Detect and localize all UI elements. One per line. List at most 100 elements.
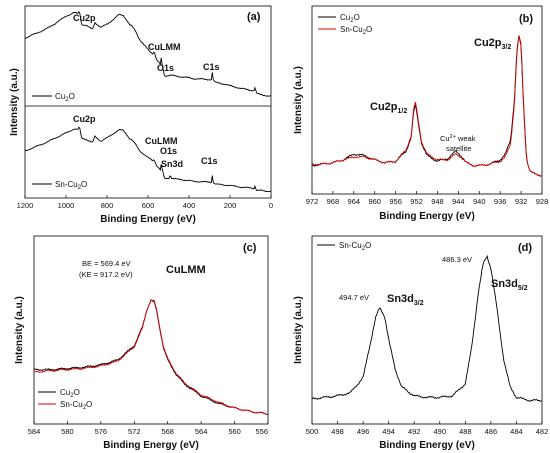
panel-a-tag: (a) bbox=[247, 11, 261, 23]
panel-c-x-ticks: 584 580 576 572 568 564 560 556 bbox=[28, 421, 269, 436]
panel-a-series-sn-cu2o-line bbox=[24, 126, 272, 193]
panel-a-ann-cu2p-2: Cu2p bbox=[73, 114, 96, 124]
panel-d-xtick-label: 482 bbox=[536, 427, 549, 436]
panel-b-series-sn-cu2o-line bbox=[311, 35, 543, 177]
panel-a-ann-cu2p-1: Cu2p bbox=[73, 13, 96, 23]
panel-d-xtick-label: 486 bbox=[485, 427, 498, 436]
panel-d-xtick-label: 494 bbox=[382, 427, 395, 436]
panel-b-ann-cu2p32: Cu2p3/2 bbox=[474, 37, 511, 51]
panel-b-xtick-label: 940 bbox=[473, 197, 486, 206]
panel-c-xlabel: Binding Energy (eV) bbox=[103, 440, 199, 451]
panel-d-ann-sn3d32: Sn3d3/2 bbox=[387, 293, 424, 307]
panel-c-xtick-label: 584 bbox=[28, 427, 41, 436]
panel-b-series-cu2o-line bbox=[311, 35, 543, 177]
panel-d-xtick-label: 498 bbox=[331, 427, 344, 436]
panel-d-xtick-label: 500 bbox=[306, 427, 319, 436]
panel-c-ylabel: Intensity (a.u.) bbox=[14, 296, 25, 364]
panel-b-ylabel: Intensity (a.u.) bbox=[293, 66, 304, 134]
panel-d-ylabel: Intensity (a.u.) bbox=[293, 296, 304, 364]
panel-b-legend-sncu2o-label: Sn-Cu2O bbox=[340, 25, 372, 36]
panel-d-xtick-label: 490 bbox=[434, 427, 447, 436]
panel-d-series-sn-cu2o-line bbox=[311, 254, 543, 402]
panel-b-xtick-label: 952 bbox=[410, 197, 423, 206]
panel-d-ann-494: 494.7 eV bbox=[339, 293, 369, 302]
panel-d-legend: Sn-Cu2O bbox=[317, 241, 371, 252]
panel-c-legend-cu2o-label: Cu2O bbox=[60, 388, 80, 399]
panel-d-ann-sn3d52: Sn3d5/2 bbox=[491, 278, 528, 292]
panel-b-xtick-label: 944 bbox=[452, 197, 465, 206]
panel-a-ann-o1s-1: O1s bbox=[157, 63, 174, 73]
panel-a-ann-c1s-1: C1s bbox=[203, 62, 220, 72]
panel-d-x-ticks: 500 498 496 494 492 490 488 486 484 482 bbox=[306, 421, 549, 436]
panel-d: 500 498 496 494 492 490 488 486 484 482 (d) Sn-Cu… bbox=[293, 235, 549, 451]
panel-c-ann-culmm: CuLMM bbox=[166, 264, 206, 276]
panel-b-xtick-label: 964 bbox=[348, 197, 361, 206]
panel-c-frame bbox=[33, 235, 269, 425]
panel-a-legend-top: Cu2O bbox=[32, 92, 75, 103]
panel-c: 584 580 576 572 568 564 560 556 (c) BE = 569.4 … bbox=[14, 235, 269, 451]
panel-a-ann-culmm-2: CuLMM bbox=[145, 136, 178, 146]
panel-c-xtick-label: 556 bbox=[255, 427, 268, 436]
panel-a-ann-c1s-2: C1s bbox=[201, 156, 218, 166]
panel-d-ann-486: 486.3 eV bbox=[442, 255, 472, 264]
panel-b: 972 968 964 960 956 952 948 944 940 936 932 928 (b)… bbox=[293, 5, 549, 222]
panel-d-tag: (d) bbox=[518, 242, 532, 254]
panel-a-xtick-label: 1000 bbox=[58, 201, 75, 210]
panel-a-xtick-label: 0 bbox=[269, 201, 273, 210]
panel-a-xtick-label: 600 bbox=[142, 201, 155, 210]
panel-b-xlabel: Binding Energy (eV) bbox=[379, 211, 475, 222]
panel-a-legend-bottom-label: Sn-Cu2O bbox=[55, 180, 87, 191]
panel-d-legend-label: Sn-Cu2O bbox=[339, 241, 371, 252]
panel-d-xlabel: Binding Energy (eV) bbox=[379, 440, 475, 451]
panel-c-xtick-label: 560 bbox=[228, 427, 241, 436]
panel-b-xtick-label: 972 bbox=[306, 197, 319, 206]
panel-b-x-ticks: 972 968 964 960 956 952 948 944 940 936 932 928 bbox=[306, 191, 549, 206]
panel-c-series-cu2o-line bbox=[33, 299, 268, 415]
panel-c-xtick-label: 572 bbox=[128, 427, 141, 436]
panel-b-xtick-label: 960 bbox=[368, 197, 381, 206]
panel-d-frame bbox=[311, 235, 543, 425]
panel-d-xtick-label: 492 bbox=[408, 427, 421, 436]
panel-a-ann-culmm-1: CuLMM bbox=[148, 42, 181, 52]
panel-c-legend-sncu2o-label: Sn-Cu2O bbox=[60, 400, 92, 411]
panel-a-ann-o1s-2: O1s bbox=[160, 146, 177, 156]
panel-a-series-cu2o-line bbox=[24, 10, 272, 97]
panel-c-tag: (c) bbox=[243, 242, 257, 254]
panel-b-xtick-label: 928 bbox=[536, 197, 549, 206]
panel-b-tag: (b) bbox=[519, 13, 533, 25]
panel-c-xtick-label: 576 bbox=[95, 427, 108, 436]
panel-d-xtick-label: 496 bbox=[357, 427, 370, 436]
panel-a: 1200 1000 800 600 400 200 0 (a) Cu2p CuLMM O1s… bbox=[9, 5, 273, 225]
panel-a-xtick-label: 200 bbox=[224, 201, 237, 210]
panel-d-xtick-label: 484 bbox=[510, 427, 523, 436]
panel-b-ann-cu2p12: Cu2p1/2 bbox=[370, 101, 407, 115]
panel-c-series-sn-cu2o-line bbox=[33, 299, 268, 415]
panel-b-frame bbox=[311, 5, 543, 195]
panel-b-xtick-label: 956 bbox=[389, 197, 402, 206]
panel-b-xtick-label: 948 bbox=[431, 197, 444, 206]
panel-c-ann-ke: (KE = 917.2 eV) bbox=[79, 270, 133, 279]
panel-b-legend-cu2o-label: Cu2O bbox=[340, 13, 360, 24]
panel-a-ann-sn3d: Sn3d bbox=[161, 159, 183, 169]
panel-b-ann-satellite-1: Cu2+ weak bbox=[440, 134, 476, 143]
panel-c-legend: Cu2O Sn-Cu2O bbox=[38, 388, 92, 411]
panel-a-xtick-label: 400 bbox=[183, 201, 196, 210]
panel-a-xtick-label: 800 bbox=[101, 201, 114, 210]
panel-b-ann-satellite-2: satellite bbox=[446, 144, 471, 153]
panel-d-xtick-label: 488 bbox=[459, 427, 472, 436]
panel-c-xtick-label: 564 bbox=[195, 427, 208, 436]
panel-c-xtick-label: 568 bbox=[161, 427, 174, 436]
panel-b-xtick-label: 968 bbox=[327, 197, 340, 206]
panel-a-x-ticks: 1200 1000 800 600 400 200 0 bbox=[17, 195, 273, 210]
panel-a-xtick-label: 1200 bbox=[17, 201, 34, 210]
panel-b-xtick-label: 936 bbox=[494, 197, 507, 206]
panel-b-legend: Cu2O Sn-Cu2O bbox=[318, 13, 372, 36]
panel-a-frame bbox=[24, 5, 272, 199]
panel-a-ylabel: Intensity (a.u.) bbox=[9, 68, 20, 136]
panel-c-ann-be: BE = 569.4 eV bbox=[82, 259, 131, 268]
panel-a-legend-bottom: Sn-Cu2O bbox=[32, 180, 87, 191]
panel-b-xtick-label: 932 bbox=[515, 197, 528, 206]
panel-a-xlabel: Binding Energy (eV) bbox=[100, 214, 196, 225]
panel-c-xtick-label: 580 bbox=[61, 427, 74, 436]
